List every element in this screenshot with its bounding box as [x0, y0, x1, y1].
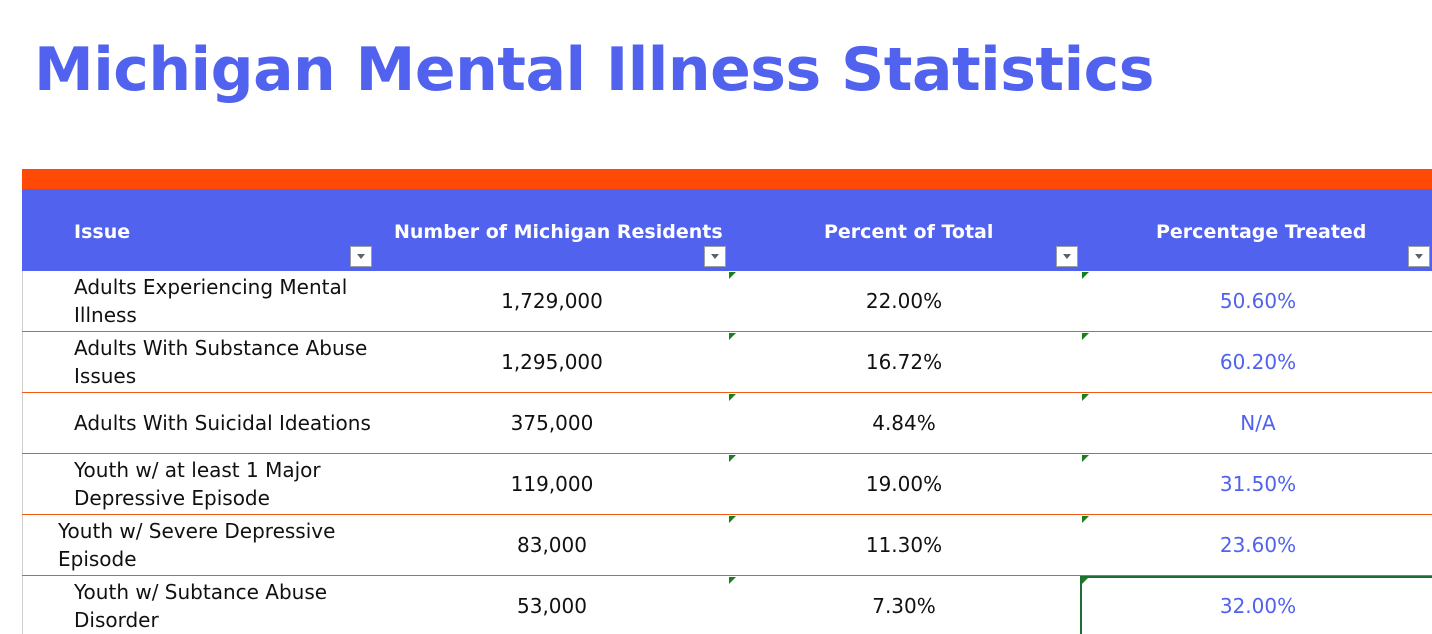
- cell-treated[interactable]: 31.50%: [1082, 454, 1432, 514]
- column-header-label: Percentage Treated: [1156, 221, 1367, 243]
- cell-text: Adults Experiencing Mental Illness: [74, 275, 348, 327]
- row-divider: [22, 576, 23, 634]
- cell-issue[interactable]: Adults Experiencing Mental Illness: [42, 271, 362, 331]
- active-cell-selection: [1080, 576, 1432, 634]
- cell-number[interactable]: 1,729,000: [376, 271, 728, 331]
- column-header-number[interactable]: Number of Michigan Residents: [376, 189, 728, 271]
- cell-text: 119,000: [510, 472, 594, 496]
- error-marker-icon: [729, 333, 736, 340]
- chevron-down-icon: [711, 254, 719, 259]
- row-divider: [22, 393, 23, 453]
- row-divider: [22, 515, 23, 575]
- cell-text: Youth w/ at least 1 Major Depressive Epi…: [74, 458, 321, 510]
- cell-issue[interactable]: Adults With Substance Abuse Issues: [42, 332, 367, 392]
- cell-percent[interactable]: 16.72%: [728, 332, 1080, 392]
- filter-dropdown-button[interactable]: [350, 246, 372, 267]
- error-marker-icon: [1082, 455, 1089, 462]
- cell-number[interactable]: 119,000: [376, 454, 728, 514]
- cell-text: 4.84%: [872, 411, 936, 435]
- cell-treated[interactable]: N/A: [1082, 393, 1432, 453]
- cell-issue[interactable]: Youth w/ Subtance Abuse Disorder: [42, 576, 362, 634]
- cell-treated[interactable]: 32.00%: [1082, 576, 1432, 634]
- table-row[interactable]: Adults Experiencing Mental Illness 1,729…: [22, 271, 1432, 332]
- statistics-table: Issue Number of Michigan Residents Perce…: [22, 169, 1432, 634]
- cell-text: 23.60%: [1219, 533, 1297, 557]
- cell-text: Youth w/ Severe Depressive Episode: [58, 519, 336, 571]
- cell-issue[interactable]: Youth w/ Severe Depressive Episode: [42, 515, 362, 575]
- table-row[interactable]: Adults With Substance Abuse Issues 1,295…: [22, 332, 1432, 393]
- cell-text: 19.00%: [865, 472, 943, 496]
- column-header-percent[interactable]: Percent of Total: [728, 189, 1082, 271]
- error-marker-icon: [729, 394, 736, 401]
- cell-text: 50.60%: [1219, 289, 1297, 313]
- column-header-label: Percent of Total: [824, 221, 994, 243]
- error-marker-icon: [729, 272, 736, 279]
- column-header-label: Number of Michigan Residents: [394, 221, 723, 243]
- error-marker-icon: [729, 516, 736, 523]
- cell-text: Adults With Substance Abuse Issues: [74, 336, 368, 388]
- cell-text: 16.72%: [865, 350, 943, 374]
- column-header-label: Issue: [74, 221, 131, 243]
- error-marker-icon: [1082, 516, 1089, 523]
- cell-text: 1,295,000: [501, 350, 603, 374]
- cell-text: 53,000: [517, 594, 587, 618]
- error-marker-icon: [1082, 272, 1089, 279]
- cell-text: Youth w/ Subtance Abuse Disorder: [74, 580, 328, 632]
- chevron-down-icon: [1415, 254, 1423, 259]
- cell-treated[interactable]: 50.60%: [1082, 271, 1432, 331]
- table-row[interactable]: Youth w/ at least 1 Major Depressive Epi…: [22, 454, 1432, 515]
- table-row[interactable]: Adults With Suicidal Ideations 375,000 4…: [22, 393, 1432, 454]
- cell-text: 83,000: [517, 533, 587, 557]
- table-row[interactable]: Youth w/ Severe Depressive Episode 83,00…: [22, 515, 1432, 576]
- column-header-issue[interactable]: Issue: [22, 189, 376, 271]
- cell-percent[interactable]: 11.30%: [728, 515, 1080, 575]
- cell-text: 31.50%: [1219, 472, 1297, 496]
- error-marker-icon: [1082, 394, 1089, 401]
- cell-percent[interactable]: 22.00%: [728, 271, 1080, 331]
- error-marker-icon: [1082, 333, 1089, 340]
- cell-text: 375,000: [510, 411, 594, 435]
- cell-issue[interactable]: Adults With Suicidal Ideations: [42, 393, 371, 453]
- cell-number[interactable]: 53,000: [376, 576, 728, 634]
- error-marker-icon: [729, 577, 736, 584]
- column-header-treated[interactable]: Percentage Treated: [1082, 189, 1432, 271]
- accent-bar: [22, 169, 1432, 189]
- table-row[interactable]: Youth w/ Subtance Abuse Disorder 53,000 …: [22, 576, 1432, 634]
- cell-text: 7.30%: [872, 594, 936, 618]
- page-title: Michigan Mental Illness Statistics: [34, 35, 1154, 105]
- cell-number[interactable]: 375,000: [376, 393, 728, 453]
- cell-number[interactable]: 83,000: [376, 515, 728, 575]
- filter-dropdown-button[interactable]: [1408, 246, 1430, 267]
- cell-text: 11.30%: [865, 533, 943, 557]
- cell-text: 60.20%: [1219, 350, 1297, 374]
- error-marker-icon: [1082, 577, 1089, 584]
- cell-percent[interactable]: 7.30%: [728, 576, 1080, 634]
- cell-treated[interactable]: 60.20%: [1082, 332, 1432, 392]
- cell-treated[interactable]: 23.60%: [1082, 515, 1432, 575]
- table-body: Adults Experiencing Mental Illness 1,729…: [22, 271, 1432, 634]
- filter-dropdown-button[interactable]: [704, 246, 726, 267]
- cell-text: N/A: [1240, 411, 1276, 435]
- cell-text: 22.00%: [865, 289, 943, 313]
- cell-number[interactable]: 1,295,000: [376, 332, 728, 392]
- cell-percent[interactable]: 4.84%: [728, 393, 1080, 453]
- cell-issue[interactable]: Youth w/ at least 1 Major Depressive Epi…: [42, 454, 362, 514]
- cell-text: 32.00%: [1219, 594, 1297, 618]
- row-divider: [22, 454, 23, 514]
- cell-text: Adults With Suicidal Ideations: [74, 411, 371, 435]
- chevron-down-icon: [357, 254, 365, 259]
- chevron-down-icon: [1063, 254, 1071, 259]
- row-divider: [22, 332, 23, 392]
- filter-dropdown-button[interactable]: [1056, 246, 1078, 267]
- row-divider: [22, 271, 23, 331]
- error-marker-icon: [729, 455, 736, 462]
- cell-text: 1,729,000: [501, 289, 603, 313]
- cell-percent[interactable]: 19.00%: [728, 454, 1080, 514]
- table-header: Issue Number of Michigan Residents Perce…: [22, 189, 1432, 271]
